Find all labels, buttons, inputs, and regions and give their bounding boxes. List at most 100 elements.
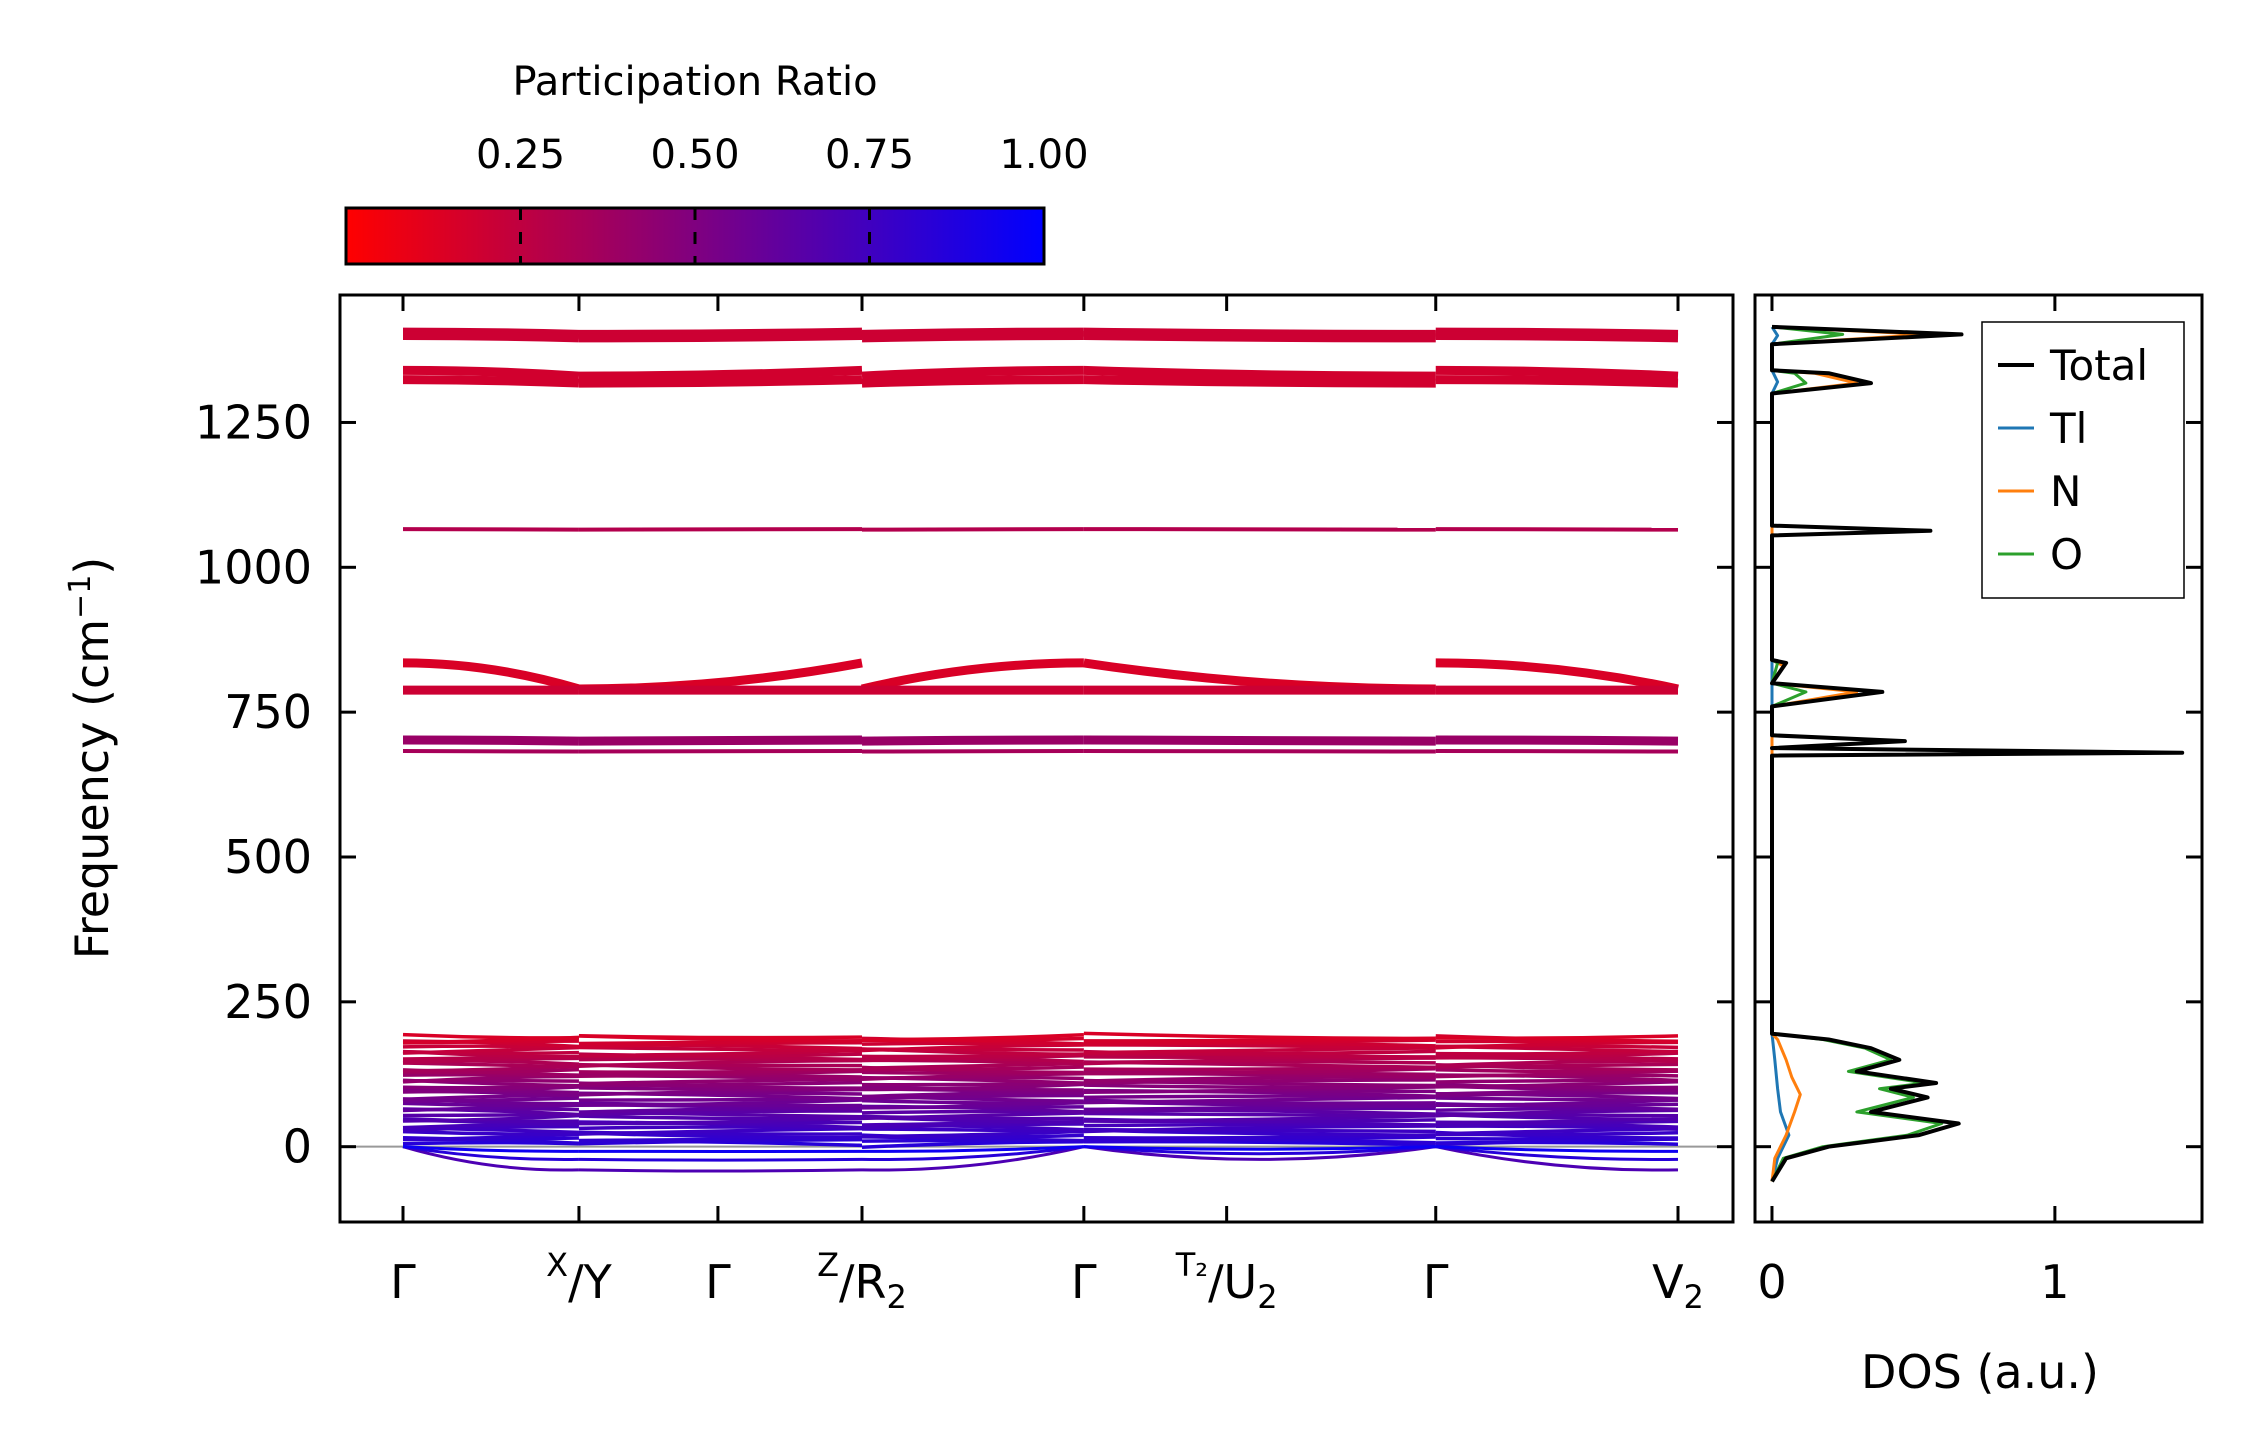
low-frequency-band xyxy=(1435,1034,1679,1040)
low-frequency-band xyxy=(1435,1062,1679,1069)
low-frequency-band xyxy=(1435,1119,1679,1128)
high-frequency-band xyxy=(402,375,580,388)
low-frequency-band xyxy=(578,1114,863,1121)
high-frequency-band xyxy=(578,658,863,694)
low-frequency-band xyxy=(861,1098,1084,1105)
high-frequency-band xyxy=(1083,331,1436,343)
imaginary-band xyxy=(1435,1145,1679,1172)
low-frequency-band xyxy=(861,1127,1084,1134)
high-frequency-band xyxy=(578,375,863,388)
dos-series-total xyxy=(1770,324,2185,1183)
high-frequency-band xyxy=(402,527,579,532)
legend-label-total: Total xyxy=(2049,341,2148,390)
colorbar-tick-label: 1.00 xyxy=(999,132,1088,178)
high-frequency-band xyxy=(578,331,863,343)
imaginary-band xyxy=(578,1157,863,1162)
low-frequency-band xyxy=(1083,1066,1436,1076)
imaginary-band xyxy=(861,1145,1085,1162)
low-frequency-band xyxy=(861,1093,1084,1101)
low-frequency-band xyxy=(1083,1049,1436,1056)
low-frequency-band xyxy=(578,1098,863,1107)
high-frequency-band xyxy=(861,735,1084,746)
low-frequency-band xyxy=(861,1082,1084,1092)
high-frequency-band xyxy=(578,527,863,532)
low-frequency-band xyxy=(1083,1135,1436,1143)
low-frequency-band xyxy=(1083,1083,1436,1090)
low-frequency-band xyxy=(402,1129,579,1137)
low-frequency-band xyxy=(402,1032,579,1040)
high-frequency-band xyxy=(861,331,1084,343)
high-frequency-band xyxy=(860,658,1084,694)
high-symmetry-label: Γ xyxy=(705,1255,731,1309)
colorbar-tick-label: 0.50 xyxy=(650,132,739,178)
low-frequency-band xyxy=(402,1113,580,1123)
imaginary-band xyxy=(1083,1145,1436,1161)
dos-lines xyxy=(1770,324,2185,1183)
colorbar-tick-label: 0.75 xyxy=(825,132,914,178)
band-lines xyxy=(340,327,1733,1173)
low-frequency-band xyxy=(402,1096,579,1104)
y-tick-label: 500 xyxy=(224,830,312,884)
low-frequency-band xyxy=(1083,1095,1436,1105)
high-frequency-band xyxy=(402,331,580,343)
high-symmetry-label: Z/R2 xyxy=(817,1246,907,1316)
high-frequency-band xyxy=(578,748,863,754)
imaginary-band xyxy=(861,1145,1085,1172)
dos-x-tick-label: 1 xyxy=(2040,1255,2069,1309)
high-frequency-band xyxy=(1083,748,1436,754)
low-frequency-band xyxy=(1435,1091,1679,1098)
low-frequency-band xyxy=(1083,1111,1436,1118)
low-frequency-band xyxy=(402,1124,579,1133)
low-frequency-band xyxy=(578,1033,863,1040)
high-frequency-band xyxy=(578,735,863,746)
high-symmetry-label: X/Y xyxy=(546,1246,612,1309)
colorbar-tick-label: 0.25 xyxy=(476,132,565,178)
imaginary-band xyxy=(1435,1145,1679,1153)
imaginary-band xyxy=(402,1145,579,1153)
high-frequency-band xyxy=(1083,527,1436,532)
colorbar-tick-labels: 0.25 0.50 0.75 1.00 xyxy=(476,132,1089,178)
low-frequency-band xyxy=(578,1080,863,1088)
high-frequency-band xyxy=(1435,375,1679,388)
low-frequency-band xyxy=(1435,1067,1679,1074)
high-frequency-band xyxy=(578,365,863,381)
high-frequency-band xyxy=(402,365,580,381)
imaginary-modes xyxy=(402,1145,1679,1173)
high-symmetry-label: Γ xyxy=(1423,1255,1449,1309)
high-frequency-band xyxy=(402,658,581,694)
imaginary-band xyxy=(578,1168,863,1173)
y-tick-label: 750 xyxy=(224,685,312,739)
low-frequency-band xyxy=(861,1065,1084,1072)
high-frequency-band xyxy=(1083,735,1436,746)
imaginary-band xyxy=(1083,1145,1436,1156)
low-frequency-band xyxy=(1435,1079,1679,1089)
high-frequency-band xyxy=(1435,658,1679,694)
band-panel-frame xyxy=(338,293,1735,1224)
band-x-axis: Γ X/Y Γ Z/R2 Γ T₂/U2 Γ V2 xyxy=(390,295,1704,1316)
high-frequency-band xyxy=(1083,375,1436,388)
high-frequency-band xyxy=(861,527,1084,532)
low-frequency-band xyxy=(402,1101,579,1108)
high-frequency-band xyxy=(1435,735,1679,746)
high-frequency-band xyxy=(1083,658,1436,694)
high-frequency-band xyxy=(861,365,1084,381)
y-tick-label: 250 xyxy=(224,975,312,1029)
band-structure-panel: 0 250 500 750 1000 1250 Γ X/Y Γ Z/R2 Γ T₂/U2 Γ V2 Fr… xyxy=(63,293,1735,1316)
high-symmetry-label: V2 xyxy=(1652,1255,1704,1316)
high-frequency-band xyxy=(861,375,1084,388)
dos-legend: Total Tl NO xyxy=(1981,321,2185,599)
y-tick-label: 1250 xyxy=(195,395,312,449)
low-frequency-band xyxy=(1083,1031,1436,1041)
low-frequency-band xyxy=(861,1122,1084,1130)
colorbar-title: Participation Ratio xyxy=(512,59,877,105)
y-tick-label: 1000 xyxy=(195,540,312,594)
legend-frame xyxy=(1981,321,2185,599)
high-frequency-band xyxy=(1435,365,1679,381)
colorbar: Participation Ratio 0.25 0.50 0.75 1.00 xyxy=(344,59,1089,266)
legend-label-n: N xyxy=(2050,467,2081,516)
imaginary-band xyxy=(1083,1145,1436,1151)
imaginary-band xyxy=(1435,1145,1679,1162)
low-frequency-band xyxy=(1435,1096,1679,1102)
